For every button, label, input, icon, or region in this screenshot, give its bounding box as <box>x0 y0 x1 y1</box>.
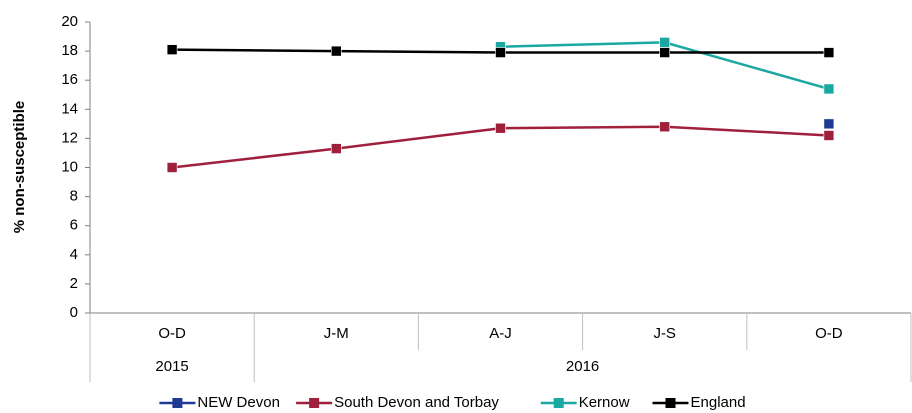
marker <box>659 121 671 133</box>
y-tick-label: 20 <box>61 13 78 30</box>
legend-label: NEW Devon <box>197 394 280 411</box>
x-tick-label: O-D <box>158 325 186 342</box>
y-tick-label: 6 <box>70 217 78 234</box>
marker <box>330 143 342 154</box>
y-tick-label: 12 <box>61 129 78 146</box>
marker <box>659 47 671 58</box>
marker <box>495 47 506 58</box>
y-tick-label: 8 <box>70 188 78 205</box>
x-tick-label: J-S <box>653 325 676 342</box>
y-tick-label: 2 <box>70 275 78 292</box>
marker <box>659 37 671 48</box>
marker <box>823 130 835 141</box>
x-tick-label: O-D <box>815 325 843 342</box>
marker <box>823 118 835 130</box>
x-tick-label: A-J <box>489 325 512 342</box>
legend-label: South Devon and Torbay <box>334 394 499 411</box>
y-tick-label: 4 <box>70 246 78 263</box>
marker <box>823 47 835 58</box>
marker <box>166 162 178 173</box>
legend-marker <box>172 398 183 408</box>
marker <box>495 122 506 134</box>
y-tick-label: 10 <box>61 158 78 175</box>
y-tick-label: 14 <box>61 100 78 117</box>
y-axis-label: % non-susceptible <box>11 101 28 234</box>
y-tick-label: 0 <box>70 304 78 321</box>
legend-marker <box>665 398 676 408</box>
marker <box>330 45 342 57</box>
legend-label: Kernow <box>579 394 630 411</box>
y-tick-label: 18 <box>61 42 78 59</box>
y-tick-label: 16 <box>61 71 78 88</box>
marker <box>823 83 835 95</box>
x-group-label: 2016 <box>566 358 599 375</box>
legend-marker <box>553 398 564 408</box>
marker <box>166 44 178 55</box>
x-group-label: 2015 <box>155 358 188 375</box>
x-tick-label: J-M <box>324 325 349 342</box>
legend-marker <box>309 398 320 408</box>
legend-label: England <box>691 394 746 411</box>
